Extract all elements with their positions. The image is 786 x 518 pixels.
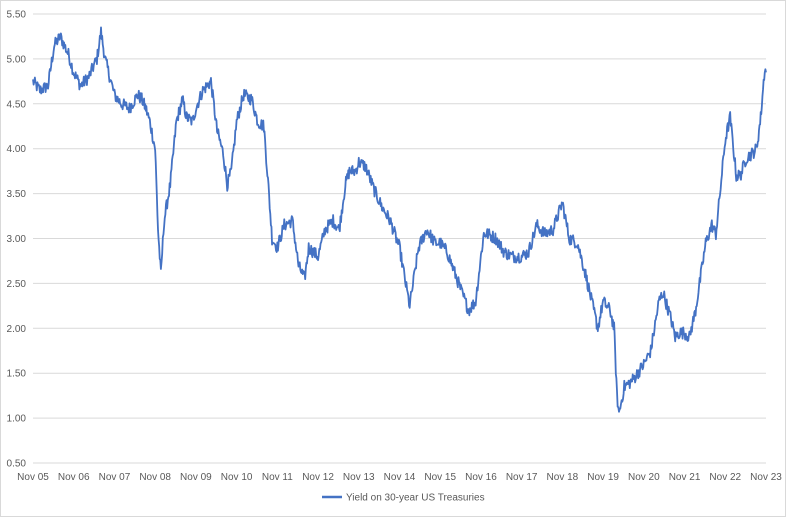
x-tick-label: Nov 08 [139,472,171,483]
legend: Yield on 30-year US Treasuries [322,493,485,504]
x-tick-label: Nov 21 [669,472,701,483]
x-tick-label: Nov 06 [58,472,90,483]
x-tick-label: Nov 15 [424,472,456,483]
x-tick-label: Nov 23 [750,472,782,483]
x-tick-label: Nov 11 [262,472,293,483]
series-layer [32,26,767,413]
x-tick-label: Nov 14 [384,472,416,483]
y-tick-label: 1.00 [7,414,27,425]
x-tick-label: Nov 13 [343,472,375,483]
x-tick-label: Nov 12 [302,472,334,483]
gridlines [33,13,766,464]
y-tick-label: 3.50 [7,189,27,200]
x-tick-label: Nov 05 [17,472,49,483]
series-line-yield-30y [32,26,767,413]
y-tick-label: 3.00 [7,234,27,245]
y-tick-label: 4.00 [7,144,27,155]
y-tick-label: 2.00 [7,324,27,335]
x-tick-label: Nov 18 [547,472,579,483]
legend-label: Yield on 30-year US Treasuries [346,493,485,504]
x-tick-label: Nov 20 [628,472,660,483]
y-axis-ticks: 0.50 1.00 1.50 2.00 2.50 3.00 3.50 4.00 4.50 5.00… [7,10,27,470]
x-tick-label: Nov 19 [587,472,619,483]
x-tick-label: Nov 10 [221,472,253,483]
x-tick-label: Nov 16 [465,472,497,483]
y-tick-label: 5.50 [7,10,27,21]
y-tick-label: 0.50 [7,459,27,470]
y-tick-label: 2.50 [7,279,27,290]
y-tick-label: 4.50 [7,99,27,110]
x-tick-label: Nov 22 [709,472,741,483]
x-tick-label: Nov 17 [506,472,538,483]
y-tick-label: 5.00 [7,54,27,65]
x-axis-ticks: Nov 05 Nov 06 Nov 07 Nov 08 Nov 09 Nov 10 Nov … [17,472,782,483]
x-tick-label: Nov 07 [99,472,131,483]
x-tick-label: Nov 09 [180,472,212,483]
y-tick-label: 1.50 [7,369,27,380]
